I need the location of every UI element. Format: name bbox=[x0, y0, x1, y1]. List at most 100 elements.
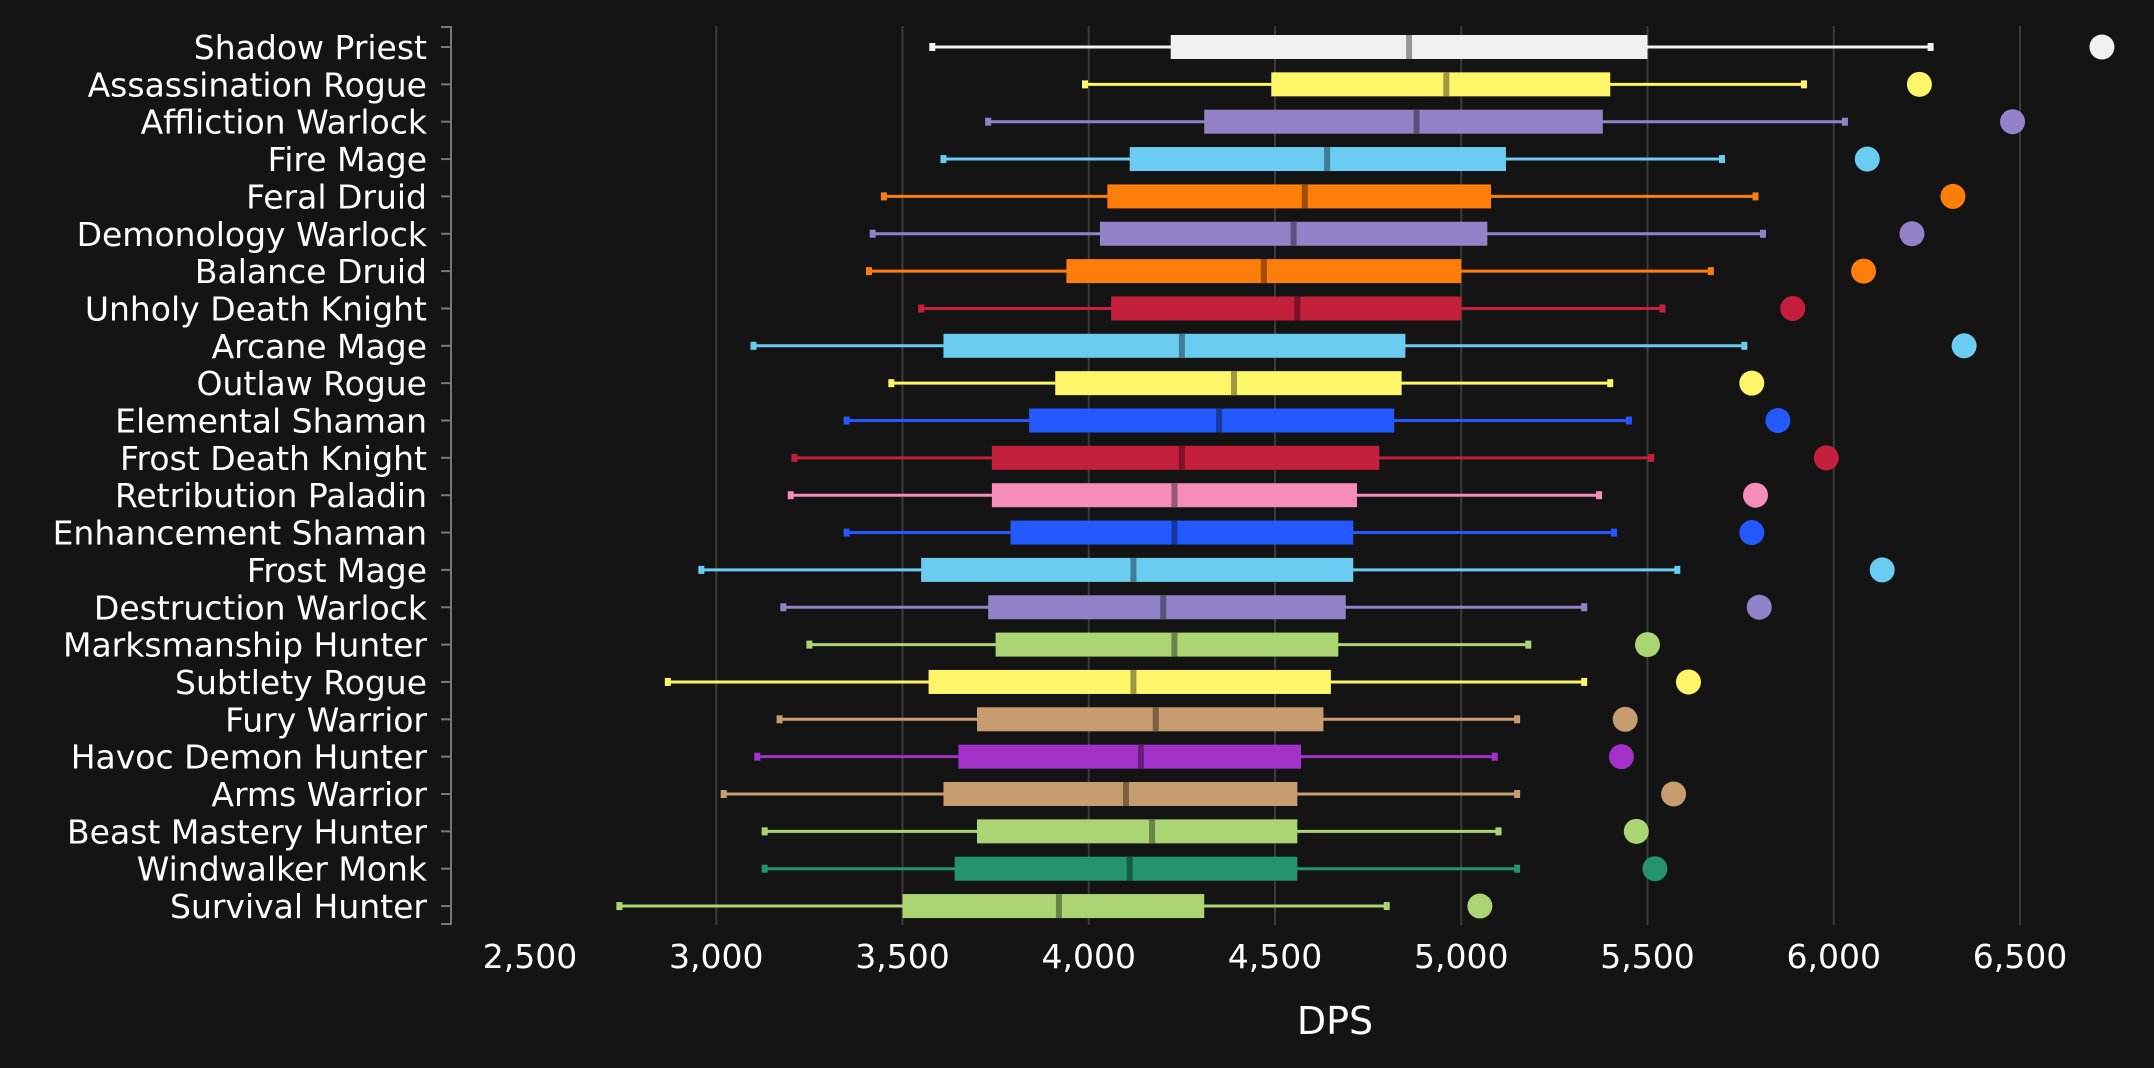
box-plot-item bbox=[918, 296, 1666, 321]
whisker-max-cap bbox=[1525, 640, 1532, 649]
category-label: Beast Mastery Hunter bbox=[67, 812, 427, 851]
x-tick-label: 4,500 bbox=[1228, 937, 1322, 976]
iqr-box bbox=[958, 744, 1302, 769]
iqr-box bbox=[977, 707, 1324, 732]
whisker-min-cap bbox=[880, 192, 887, 201]
whisker-max-cap bbox=[1719, 155, 1725, 164]
whisker-max-cap bbox=[1707, 267, 1714, 276]
box-plot-item bbox=[865, 259, 1714, 284]
median-marker bbox=[1149, 819, 1156, 844]
box-plot-item bbox=[888, 371, 1614, 396]
category-label: Balance Druid bbox=[195, 252, 427, 291]
whisker-min-cap bbox=[869, 229, 876, 238]
whisker-max-cap bbox=[1581, 677, 1588, 686]
x-tick-label: 5,500 bbox=[1600, 937, 1694, 976]
whisker-max-cap bbox=[1495, 827, 1502, 836]
box-plot-item bbox=[776, 707, 1521, 732]
box-plot-item bbox=[761, 856, 1521, 881]
iqr-box bbox=[902, 894, 1205, 919]
iqr-box bbox=[1029, 408, 1395, 433]
whisker-max-cap bbox=[1610, 528, 1617, 537]
category-label: Feral Druid bbox=[246, 177, 427, 216]
category-label: Windwalker Monk bbox=[137, 850, 428, 889]
category-label: Shadow Priest bbox=[194, 28, 427, 67]
x-axis-label: DPS bbox=[1297, 999, 1373, 1043]
whisker-min-cap bbox=[787, 491, 794, 500]
whisker-min-cap bbox=[940, 155, 947, 164]
box-plot-item bbox=[843, 520, 1617, 545]
median-marker bbox=[1231, 371, 1238, 396]
iqr-box bbox=[1055, 371, 1402, 396]
median-marker bbox=[1171, 632, 1178, 657]
whisker-min-cap bbox=[616, 902, 623, 911]
box-plot-item bbox=[754, 744, 1498, 769]
category-label: Outlaw Rogue bbox=[196, 364, 427, 403]
category-label: Subtlety Rogue bbox=[175, 663, 427, 702]
box-plot-item bbox=[616, 894, 1390, 919]
box-plot-item bbox=[698, 557, 1681, 582]
whisker-min-cap bbox=[929, 43, 936, 51]
outlier-point bbox=[1813, 445, 1839, 471]
box-plot-item bbox=[843, 408, 1632, 433]
whisker-min-cap bbox=[720, 790, 727, 798]
iqr-box bbox=[954, 856, 1298, 881]
median-marker bbox=[1171, 520, 1178, 545]
x-tick-label: 3,000 bbox=[669, 937, 763, 976]
category-label: Frost Death Knight bbox=[120, 439, 427, 478]
category-label: Demonology Warlock bbox=[77, 215, 428, 254]
iqr-box bbox=[1107, 184, 1492, 209]
whisker-max-cap bbox=[1841, 117, 1848, 126]
whisker-max-cap bbox=[1514, 864, 1521, 873]
whisker-max-cap bbox=[1625, 416, 1632, 425]
outlier-point bbox=[1623, 818, 1649, 844]
x-tick-labels: 2,500 3,000 3,500 4,000 4,500 5,000 5,500 6,000… bbox=[483, 937, 2067, 976]
whisker-min-cap bbox=[918, 304, 925, 313]
box-plot-item bbox=[664, 669, 1588, 694]
box-plot-item bbox=[750, 333, 1748, 358]
median-marker bbox=[1123, 782, 1129, 806]
median-marker bbox=[1178, 333, 1185, 358]
outlier-point bbox=[1675, 669, 1701, 695]
category-label: Retribution Paladin bbox=[115, 476, 427, 515]
whisker-min-cap bbox=[664, 677, 671, 686]
box-plot-item bbox=[929, 35, 1934, 59]
category-label: Marksmanship Hunter bbox=[63, 626, 427, 665]
category-label: Havoc Demon Hunter bbox=[71, 738, 428, 777]
whisker-max-cap bbox=[1800, 80, 1807, 89]
outlier-point bbox=[1951, 333, 1977, 359]
category-label: Frost Mage bbox=[247, 551, 427, 590]
box-plot-item bbox=[780, 595, 1588, 620]
whisker-min-cap bbox=[865, 267, 872, 276]
outlier-point bbox=[2089, 34, 2115, 60]
outlier-point bbox=[1661, 781, 1687, 807]
iqr-box bbox=[943, 782, 1298, 806]
outlier-point bbox=[1635, 632, 1660, 658]
outlier-point bbox=[1780, 295, 1806, 321]
median-marker bbox=[1171, 483, 1178, 508]
outlier-point bbox=[1467, 893, 1493, 919]
whisker-min-cap bbox=[776, 715, 783, 724]
whisker-max-cap bbox=[1927, 43, 1934, 51]
x-tick-label: 2,500 bbox=[483, 937, 577, 976]
category-label: Arms Warrior bbox=[211, 775, 427, 814]
x-tick-label: 4,000 bbox=[1042, 937, 1136, 976]
whisker-max-cap bbox=[1514, 715, 1521, 724]
median-marker bbox=[1413, 109, 1420, 134]
whisker-max-cap bbox=[1383, 902, 1390, 911]
median-marker bbox=[1290, 221, 1297, 246]
x-tick-label: 5,000 bbox=[1414, 937, 1508, 976]
whisker-min-cap bbox=[761, 827, 768, 836]
outlier-point bbox=[1612, 706, 1638, 732]
iqr-box bbox=[988, 595, 1346, 620]
whisker-max-cap bbox=[1491, 752, 1498, 761]
category-label: Fire Mage bbox=[268, 140, 427, 179]
outlier-point bbox=[1743, 482, 1769, 508]
category-label: Fury Warrior bbox=[225, 700, 427, 739]
outlier-point bbox=[1746, 594, 1772, 620]
x-tick-label: 6,500 bbox=[1973, 937, 2067, 976]
whisker-max-cap bbox=[1674, 565, 1681, 574]
category-label: Arcane Mage bbox=[212, 327, 427, 366]
iqr-box bbox=[1271, 72, 1611, 97]
